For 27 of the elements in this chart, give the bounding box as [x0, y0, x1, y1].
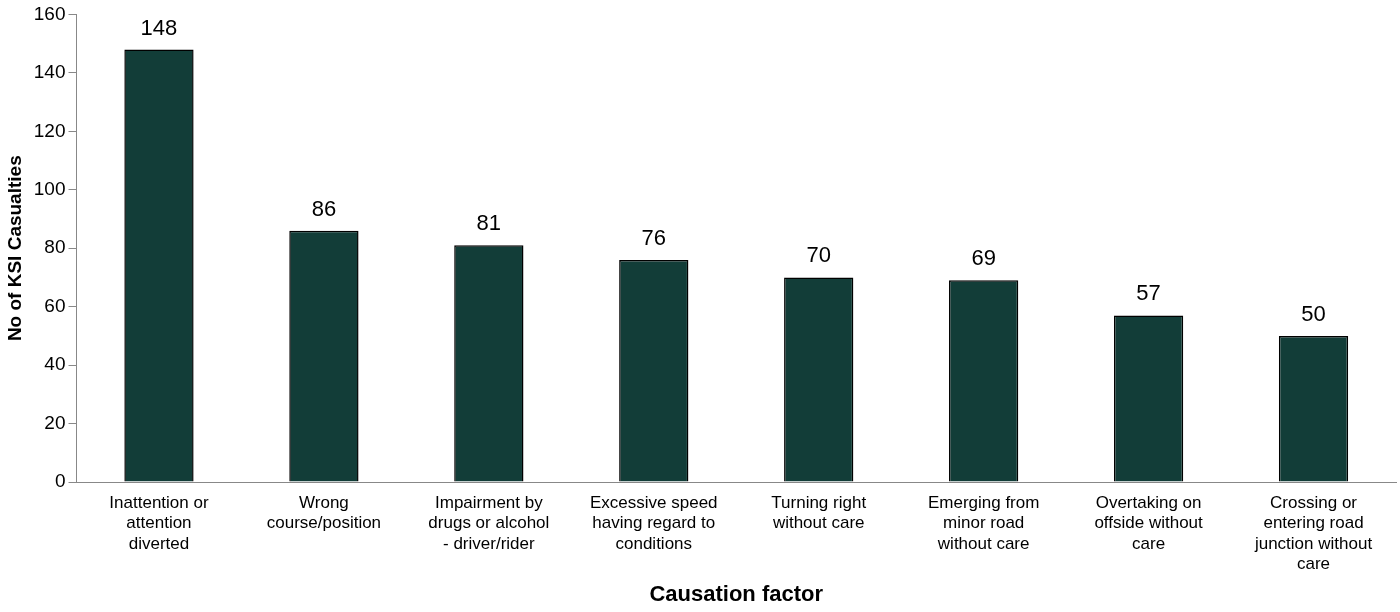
data-label: 57	[1136, 280, 1161, 306]
x-tick-label: Crossing or entering road junction without care	[1253, 492, 1373, 574]
y-tick-label: 40	[44, 353, 66, 375]
x-tick-label: Excessive speed having regard to conditions	[589, 492, 718, 553]
y-tick-label: 140	[33, 61, 66, 83]
y-axis-title: No of KSI Casualties	[3, 155, 25, 342]
x-tick-label: Overtaking on offside without care	[1094, 492, 1204, 553]
x-tick-label: Wrong course/position	[266, 492, 382, 533]
y-tick-label: 160	[33, 2, 66, 24]
data-label: 50	[1301, 300, 1326, 326]
data-label: 86	[311, 195, 337, 221]
x-tick-label: Impairment by drugs or alcohol - driver/rider	[428, 492, 550, 553]
y-tick-label: 80	[44, 236, 66, 258]
data-label: 76	[641, 224, 667, 250]
x-tick-label: Turning right without care	[771, 492, 867, 533]
y-tick-label: 120	[33, 119, 66, 141]
y-tick-label: 100	[33, 177, 66, 199]
x-tick-label: Emerging from minor road without care	[927, 492, 1040, 553]
data-label: 148	[140, 14, 178, 40]
y-tick-label: 60	[44, 294, 66, 316]
data-label: 70	[806, 242, 831, 268]
data-label: 81	[476, 210, 502, 236]
y-tick-label: 20	[44, 411, 66, 433]
x-axis-title: Causation factor	[649, 580, 824, 606]
y-tick-label: 0	[54, 470, 66, 492]
data-label: 69	[971, 245, 996, 271]
x-tick-label: Inattention or attention diverted	[109, 492, 209, 553]
